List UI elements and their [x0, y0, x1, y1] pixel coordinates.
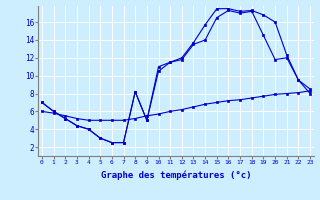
X-axis label: Graphe des températures (°c): Graphe des températures (°c)	[101, 171, 251, 180]
